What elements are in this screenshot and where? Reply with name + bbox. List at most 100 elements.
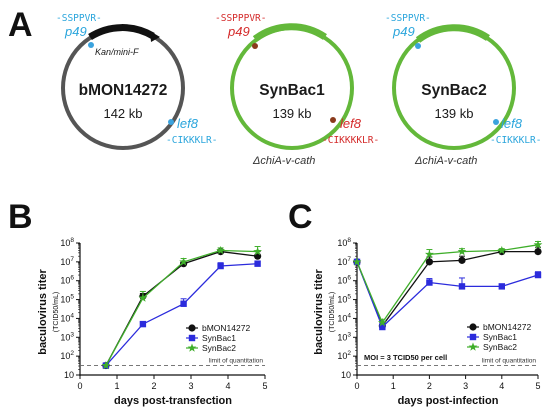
deletion-label: ΔchiA-v-cath (414, 155, 477, 167)
series-line (356, 244, 539, 324)
y-tick-label: 106 (60, 275, 74, 286)
p49-site-label: p49 (227, 24, 250, 39)
series-synbac2 (352, 240, 543, 327)
x-tick-label: 4 (225, 381, 230, 391)
lef8-site-label: lef8 (177, 116, 199, 131)
x-axis-label: days post-transfection (114, 395, 232, 407)
p49-site-dot (252, 43, 258, 49)
y-axis-unit: (TCID50/mL) (329, 292, 336, 332)
lef8-site-dot (493, 119, 499, 125)
series-line (356, 250, 538, 328)
y-axis-label: baculovirus titer (313, 268, 325, 354)
series-synbac1 (102, 260, 261, 369)
data-point (101, 360, 111, 370)
x-tick-label: 5 (262, 381, 267, 391)
y-tick-label: 103 (60, 331, 74, 342)
panel-label-c: C (288, 198, 313, 236)
chart-c: baculovirus titer (TCID50/mL) days post-… (313, 237, 543, 407)
x-tick-label: 3 (463, 381, 468, 391)
x-tick-label: 1 (391, 381, 396, 391)
data-point (457, 247, 467, 256)
y-tick-label: 107 (60, 256, 74, 267)
moi-annotation: MOI = 3 TCID50 per cell (364, 353, 447, 362)
data-point (179, 257, 188, 266)
plasmid-size: 139 kb (272, 106, 311, 121)
data-point (253, 247, 262, 256)
legend-marker (469, 323, 477, 331)
data-point (180, 300, 187, 307)
chart-b: baculovirus titer (TCID50/mL) days post-… (37, 237, 268, 407)
y-tick-label: 10 (64, 370, 74, 380)
panel-label-a: A (8, 6, 33, 44)
legend-marker (188, 334, 196, 342)
limit-label: limit of quantitation (482, 358, 537, 365)
legend-marker (188, 324, 196, 332)
y-tick-label: 107 (337, 256, 351, 267)
legend-label: SynBac2 (202, 343, 236, 353)
data-point (352, 257, 362, 266)
data-point (379, 323, 386, 331)
y-tick-label: 108 (60, 237, 74, 248)
plasmid-map-bmon14272: Kan/mini-F bMON14272 142 kb -SSPPVR- p49… (56, 13, 217, 150)
plasmid-name: bMON14272 (79, 82, 168, 99)
deletion-region-arc (415, 24, 490, 43)
lef8-site-label: lef8 (501, 116, 523, 131)
data-point (498, 283, 505, 290)
y-tick-label: 104 (60, 312, 74, 323)
lef8-sequence: -CIKKKLR- (166, 135, 217, 146)
p49-site-label: p49 (64, 24, 87, 39)
plasmid-name: SynBac1 (259, 82, 325, 99)
data-point (254, 252, 262, 260)
series-line (356, 261, 539, 329)
data-point (425, 258, 433, 266)
data-point (377, 318, 387, 327)
x-tick-label: 2 (151, 381, 156, 391)
y-tick-label: 103 (337, 331, 351, 342)
panel-label-b: B (8, 198, 33, 236)
series-synbac2 (101, 245, 262, 370)
p49-site-dot (415, 43, 421, 49)
x-tick-label: 4 (499, 381, 504, 391)
x-tick-label: 3 (188, 381, 193, 391)
legend-marker (469, 333, 477, 341)
y-tick-label: 105 (60, 294, 74, 305)
p49-site-label: p49 (392, 24, 415, 39)
data-point (217, 262, 224, 270)
y-tick-label: 104 (337, 312, 351, 323)
legend-label: SynBac1 (483, 332, 517, 342)
y-tick-label: 108 (337, 237, 351, 248)
data-point (216, 245, 225, 255)
data-point (533, 240, 543, 249)
legend-marker (468, 342, 478, 351)
cassette-arrow-icon (150, 31, 160, 42)
y-tick-label: 105 (337, 294, 351, 305)
plasmid-name: SynBac2 (421, 82, 486, 99)
data-point (534, 247, 542, 256)
x-axis-label: days post-infection (398, 395, 499, 407)
lef8-sequence: -CIKKKKLR- (322, 135, 379, 146)
legend-marker (187, 343, 197, 352)
x-tick-label: 0 (77, 381, 82, 391)
plasmid-size: 142 kb (103, 106, 142, 121)
cassette-label: Kan/mini-F (95, 47, 139, 57)
x-tick-label: 1 (114, 381, 119, 391)
y-tick-label: 106 (337, 275, 351, 286)
limit-label: limit of quantitation (209, 358, 264, 365)
x-tick-label: 5 (535, 381, 540, 391)
data-point (138, 293, 148, 302)
legend-label: SynBac2 (483, 342, 517, 352)
y-tick-label: 10 (341, 370, 351, 380)
lef8-site-label: lef8 (340, 116, 362, 131)
data-point (458, 256, 466, 264)
p49-sequence: -SSPPVR- (385, 13, 431, 24)
kan-mini-f-cassette-arc (88, 24, 155, 41)
deletion-region-arc (252, 23, 327, 42)
y-tick-label: 102 (337, 350, 351, 361)
lef8-site-dot (168, 119, 174, 125)
series-bmon14272 (102, 247, 262, 370)
y-axis-unit: (TCID50/mL) (53, 292, 60, 332)
y-tick-label: 102 (60, 350, 74, 361)
